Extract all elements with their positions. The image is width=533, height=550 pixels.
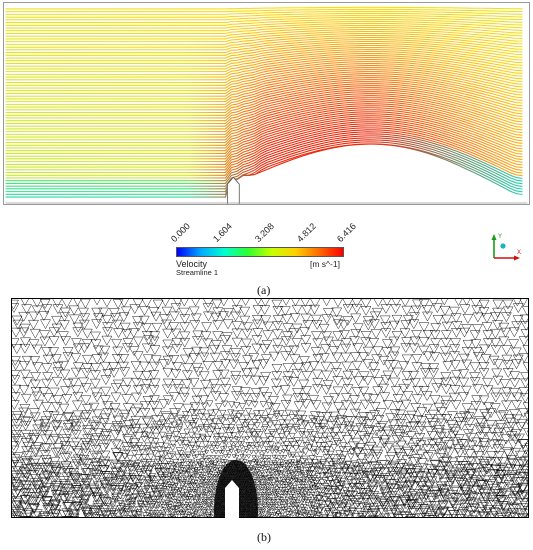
streamline	[5, 89, 523, 122]
legend-tick-label: 0.000	[168, 220, 192, 244]
streamline	[5, 137, 523, 187]
streamline	[5, 107, 523, 146]
streamline	[5, 127, 523, 174]
streamline	[5, 57, 523, 78]
streamline	[5, 58, 523, 81]
streamline	[5, 36, 523, 51]
streamline	[5, 38, 523, 54]
streamline	[5, 6, 523, 10]
legend-tick-label: 3.208	[252, 220, 276, 244]
legend-unit: [m s^-1]	[310, 259, 340, 269]
streamline	[5, 8, 523, 13]
streamline	[5, 133, 523, 182]
streamline	[5, 85, 523, 116]
streamline	[5, 115, 523, 157]
streamline	[5, 83, 523, 114]
streamline	[5, 121, 523, 165]
streamline	[5, 10, 523, 15]
streamline	[5, 73, 523, 100]
streamline	[5, 20, 523, 29]
streamline	[5, 117, 523, 160]
streamline	[5, 79, 523, 108]
velocity-legend: 0.000 1.604 3.208 4.812 6.416 Velocity S…	[169, 216, 364, 277]
streamline	[5, 91, 523, 125]
streamline	[5, 47, 523, 65]
legend-tick-label: 6.416	[334, 220, 358, 244]
legend-tick-label: 4.812	[294, 220, 318, 244]
streamline	[5, 123, 523, 168]
streamline	[5, 99, 523, 135]
streamline-velocity-plot	[3, 2, 530, 205]
streamline	[5, 143, 523, 195]
streamline	[5, 81, 523, 111]
streamline	[5, 93, 523, 127]
streamline	[5, 101, 523, 138]
streamline	[5, 87, 523, 119]
streamline	[5, 61, 523, 84]
streamline	[5, 44, 523, 62]
streamline	[5, 131, 523, 179]
legend-subtitle: Streamline 1	[176, 268, 219, 277]
streamline	[5, 40, 523, 56]
streamline	[5, 26, 523, 37]
streamline	[5, 111, 523, 152]
axis-y-label: Y	[498, 234, 502, 240]
streamline	[5, 48, 523, 67]
streamline	[5, 143, 523, 198]
streamline	[5, 75, 523, 103]
caption-a: (a)	[257, 283, 271, 297]
streamline	[5, 12, 523, 18]
streamline	[5, 30, 523, 43]
legend-tick-label: 1.604	[210, 220, 234, 244]
axis-x-label: X	[517, 250, 521, 256]
streamline	[5, 28, 523, 40]
streamline	[5, 55, 523, 75]
axes-triad-icon: Y X	[491, 234, 521, 261]
streamline	[5, 125, 523, 171]
streamline	[5, 50, 523, 70]
streamline	[5, 22, 523, 32]
legend-title: Velocity	[176, 259, 208, 269]
streamline	[5, 129, 523, 176]
streamline	[5, 65, 523, 89]
streamline	[5, 97, 523, 133]
streamline	[5, 103, 523, 141]
streamline	[5, 63, 523, 86]
streamline	[5, 14, 523, 21]
streamline	[5, 139, 523, 190]
streamline	[5, 71, 523, 97]
streamline	[5, 69, 523, 95]
streamline	[5, 135, 523, 184]
streamline	[5, 113, 523, 154]
streamline	[5, 105, 523, 144]
streamline	[5, 42, 523, 59]
streamline	[5, 119, 523, 163]
streamline	[5, 141, 523, 193]
streamline	[5, 53, 523, 73]
streamline	[5, 32, 523, 45]
streamline	[5, 67, 523, 92]
streamline	[5, 24, 523, 35]
computational-mesh	[11, 298, 529, 518]
streamline	[5, 109, 523, 149]
streamline	[5, 18, 523, 26]
streamline	[5, 16, 523, 24]
streamline	[5, 95, 523, 130]
obstacle-cutout	[225, 480, 239, 518]
streamline	[5, 77, 523, 105]
caption-b: (b)	[257, 530, 271, 544]
velocity-colorbar	[176, 247, 344, 257]
streamline	[5, 34, 523, 48]
obstacle-outline	[226, 176, 240, 204]
